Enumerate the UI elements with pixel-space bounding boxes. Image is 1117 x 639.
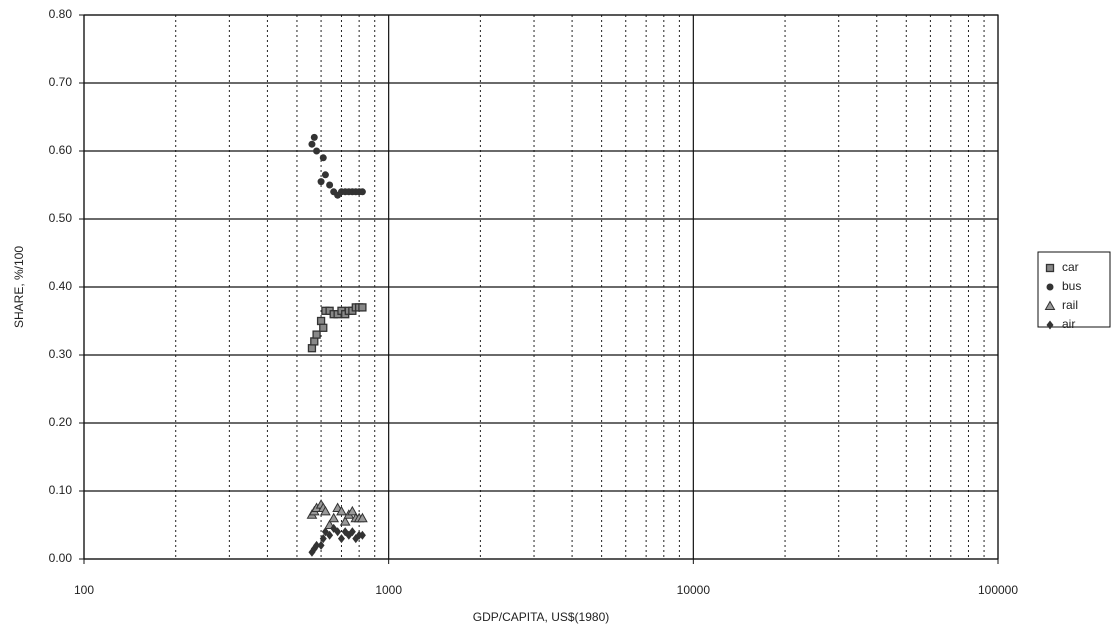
- data-point: [313, 540, 321, 550]
- data-point: [326, 530, 334, 540]
- data-point: [308, 140, 316, 148]
- data-point: [320, 505, 331, 516]
- legend-label: rail: [1062, 298, 1078, 312]
- data-point: [358, 530, 366, 540]
- legend-marker: [1046, 320, 1054, 330]
- data-point: [313, 147, 321, 155]
- data-point: [334, 527, 342, 537]
- y-tick-label: 0.40: [49, 279, 73, 293]
- legend-marker: [1046, 283, 1054, 291]
- data-point: [316, 316, 326, 326]
- data-point: [348, 527, 356, 537]
- data-point: [339, 516, 351, 526]
- data-point: [328, 512, 340, 523]
- data-point: [319, 154, 327, 162]
- y-axis-label: SHARE, %/100: [12, 246, 26, 328]
- y-tick-label: 0.30: [49, 347, 73, 361]
- legend-label: car: [1062, 260, 1079, 274]
- data-point: [310, 337, 319, 346]
- legend-label: bus: [1062, 279, 1081, 293]
- legend-label: air: [1062, 317, 1075, 331]
- legend-marker: [1045, 263, 1055, 273]
- data-point: [357, 512, 368, 523]
- x-tick-label: 10000: [677, 583, 711, 597]
- data-point: [358, 188, 366, 196]
- y-tick-label: 0.50: [49, 211, 73, 225]
- x-axis-label: GDP/CAPITA, US$(1980): [473, 610, 610, 624]
- data-point: [317, 178, 325, 186]
- y-tick-label: 0.70: [49, 75, 73, 89]
- y-tick-label: 0.00: [49, 551, 73, 565]
- data-point: [319, 323, 328, 332]
- data-point: [337, 534, 345, 544]
- y-tick-label: 0.60: [49, 143, 73, 157]
- x-tick-label: 100: [74, 583, 94, 597]
- data-point: [312, 330, 321, 339]
- data-point: [310, 133, 318, 141]
- x-tick-label: 1000: [375, 583, 402, 597]
- data-point: [317, 540, 325, 550]
- data-point: [319, 534, 327, 544]
- data-point: [358, 303, 367, 312]
- data-point: [346, 505, 358, 516]
- data-point: [326, 181, 334, 189]
- plot-border: [83, 14, 999, 560]
- data-point: [336, 505, 347, 516]
- x-tick-label: 100000: [978, 583, 1018, 597]
- legend-marker: [1044, 300, 1056, 310]
- data-point: [321, 171, 329, 179]
- y-tick-label: 0.10: [49, 483, 73, 497]
- y-tick-label: 0.20: [49, 415, 73, 429]
- data-point: [307, 344, 317, 353]
- y-tick-label: 0.80: [49, 7, 73, 21]
